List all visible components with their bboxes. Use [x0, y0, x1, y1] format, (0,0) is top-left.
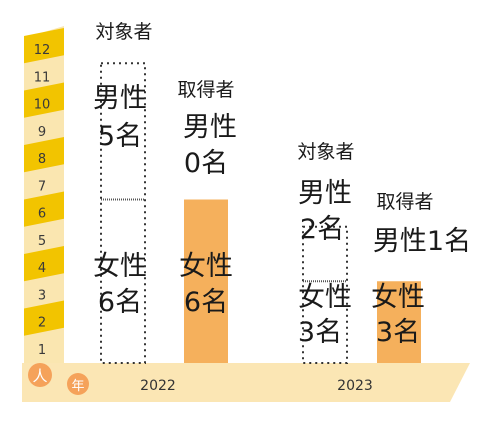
y-tick-label: 8	[38, 152, 46, 167]
target-2022-male-count: 5名	[98, 121, 142, 152]
acquired-2023-female-count: 3名	[376, 317, 420, 348]
acquired-2023-female: 女性	[371, 282, 425, 313]
bar-target-2022	[100, 62, 146, 364]
axis-stripes	[24, 28, 64, 336]
bar-acquired-2022	[184, 199, 228, 363]
axis-stripe	[24, 137, 64, 173]
y-tick-label: 6	[38, 207, 46, 222]
target-2023-male-count: 2名	[300, 214, 344, 245]
y-tick-label: 12	[34, 43, 51, 58]
target-2023-female: 女性	[298, 282, 352, 313]
year-label-2023: 2023	[337, 378, 373, 394]
y-tick-label: 2	[38, 316, 46, 331]
axis-stripe	[24, 82, 64, 118]
y-tick-label: 10	[34, 98, 51, 113]
axis-stripe	[24, 191, 64, 227]
axis-stripe	[24, 28, 64, 64]
axis-stripe	[24, 300, 64, 336]
bar-acquired-2023	[377, 281, 421, 363]
target-2022-male: 男性	[93, 83, 147, 114]
acquired-2023-male: 男性1名	[373, 226, 471, 257]
unit-badge-label: 人	[32, 367, 47, 385]
series-label-acquired-2022: 取得者	[177, 79, 234, 101]
series-label-target-2022: 対象者	[95, 21, 152, 43]
baseline-band	[22, 363, 470, 402]
y-tick-label: 4	[38, 261, 46, 276]
acquired-2022-female: 女性	[179, 251, 233, 282]
series-label-acquired-2023: 取得者	[376, 191, 433, 213]
x-unit-badge-label: 年	[71, 379, 84, 394]
y-tick-label: 5	[38, 234, 46, 249]
unit-badge	[28, 363, 52, 387]
target-2022-female-count: 6名	[98, 287, 142, 318]
acquired-2022-male-count: 0名	[184, 148, 228, 179]
target-2023-male: 男性	[298, 178, 352, 209]
acquired-2022-male: 男性	[183, 112, 237, 143]
target-2022-female: 女性	[93, 251, 147, 282]
y-tick-label: 11	[34, 70, 51, 85]
x-unit-badge	[67, 373, 89, 395]
y-tick-label: 9	[38, 125, 46, 140]
year-label-2022: 2022	[140, 378, 176, 394]
y-tick-label: 3	[38, 288, 46, 303]
series-label-target-2023: 対象者	[297, 141, 354, 163]
y-tick-label: 1	[38, 343, 46, 358]
axis-stripe	[24, 246, 64, 282]
target-2023-female-count: 3名	[298, 317, 342, 348]
y-tick-label: 7	[38, 179, 46, 194]
acquired-2022-female-count: 6名	[184, 287, 228, 318]
